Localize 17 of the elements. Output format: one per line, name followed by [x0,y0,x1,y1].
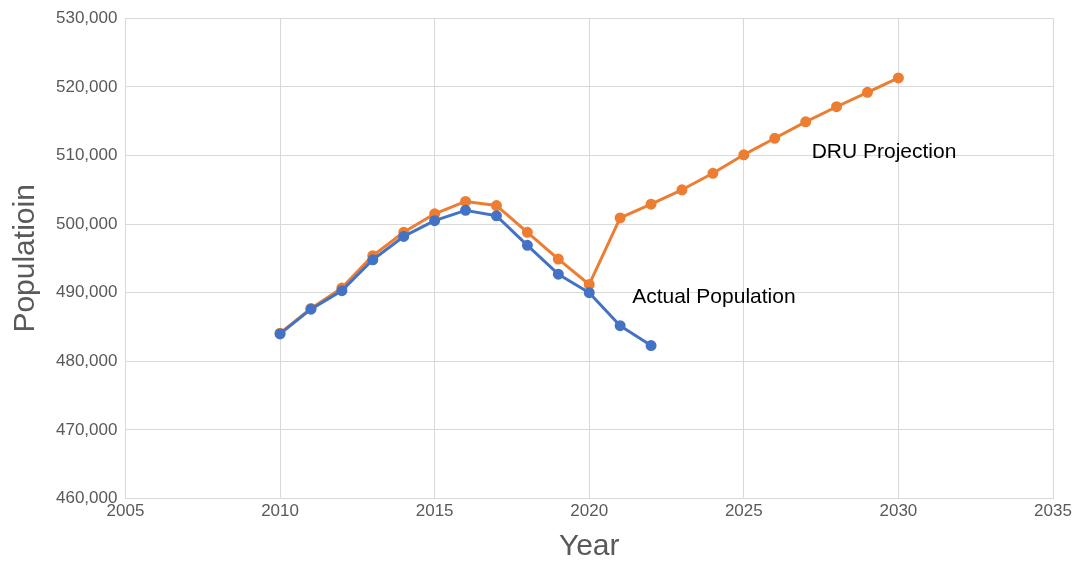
y-axis-title: Populatioin [7,184,41,333]
y-tick-label: 520,000 [56,76,118,96]
x-tick-label: 2015 [415,501,454,521]
y-tick-label: 470,000 [56,419,118,439]
y-tick-label: 500,000 [56,213,118,233]
x-tick-label: 2035 [1034,501,1072,521]
x-tick-label: 2030 [879,501,918,521]
y-tick-label: 530,000 [56,7,118,27]
series-label: DRU Projection [811,138,957,162]
x-tick-label: 2010 [261,501,299,521]
y-tick-label: 480,000 [56,351,118,371]
y-tick-label: 510,000 [56,145,118,165]
series-label: Actual Population [632,284,796,308]
x-tick-label: 2020 [570,501,609,521]
y-tick-label: 490,000 [56,282,118,302]
x-axis-title: Year [558,528,620,562]
x-tick-label: 2025 [724,501,763,521]
